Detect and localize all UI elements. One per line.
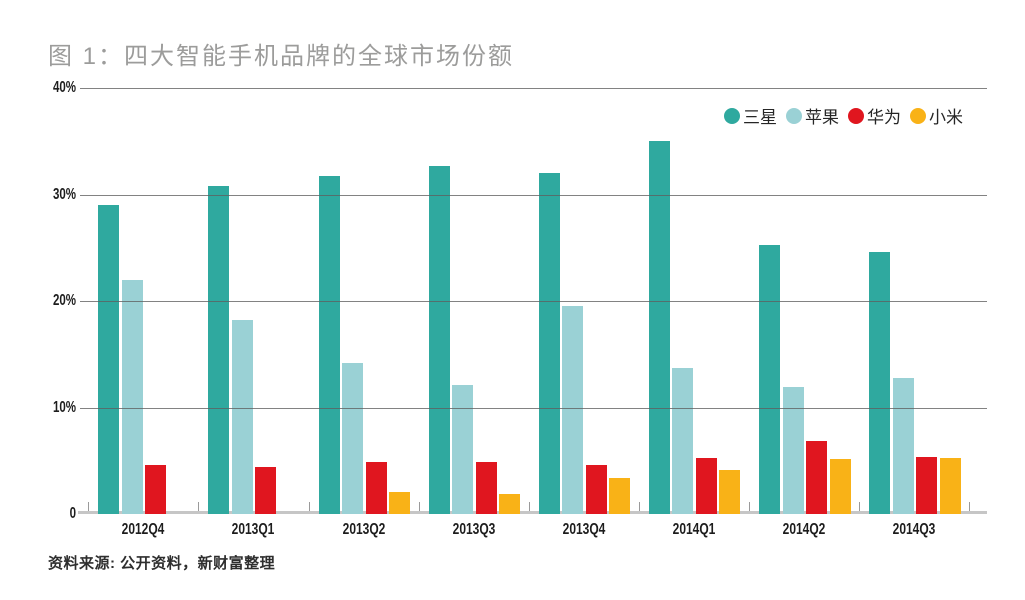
x-axis-tick — [198, 502, 200, 511]
y-tick-label-10%: 10% — [52, 398, 76, 416]
legend-label-samsung: 三星 — [743, 108, 777, 127]
bar-xiaomi-2014Q2 — [829, 458, 851, 514]
bar-group-2013Q1 — [198, 88, 308, 514]
y-tick-label-30%: 30% — [52, 185, 76, 203]
bar-apple-2014Q2 — [782, 387, 804, 514]
bar-xiaomi-2013Q2 — [389, 491, 411, 514]
bar-samsung-2012Q4 — [98, 205, 120, 514]
x-axis-tick — [969, 502, 971, 511]
x-axis-line — [78, 511, 987, 514]
legend-label-xiaomi: 小米 — [929, 108, 963, 127]
bar-apple-2013Q1 — [231, 320, 253, 514]
chart-title: 图 1：四大智能手机品牌的全球市场份额 — [48, 43, 515, 70]
legend-item-samsung: 三星 — [724, 103, 777, 128]
gridline-40% — [80, 88, 987, 89]
x-tick-label-2013Q1: 2013Q1 — [232, 521, 275, 538]
y-tick-label-20%: 20% — [52, 292, 76, 309]
bar-huawei-2014Q1 — [695, 457, 717, 514]
bar-samsung-2014Q2 — [759, 244, 781, 514]
bar-samsung-2014Q1 — [648, 141, 670, 514]
bar-xiaomi-2013Q3 — [499, 493, 521, 514]
legend-dot-huawei — [848, 107, 864, 124]
bar-apple-2013Q2 — [342, 362, 364, 514]
legend-label-huawei: 华为 — [867, 108, 901, 127]
source-note: 资料来源: 公开资料，新财富整理 — [48, 555, 276, 572]
y-tick-label-40%: 40% — [52, 79, 76, 96]
legend-label-apple: 苹果 — [805, 108, 839, 127]
bar-samsung-2014Q3 — [869, 252, 891, 514]
gridline-20% — [80, 301, 987, 302]
x-axis-tick — [638, 502, 640, 511]
bar-group-2014Q1 — [639, 88, 749, 514]
bar-samsung-2013Q3 — [428, 165, 450, 514]
legend-dot-xiaomi — [910, 107, 926, 124]
bar-group-2013Q4 — [529, 88, 639, 514]
bar-apple-2014Q3 — [892, 377, 914, 514]
x-tick-label-2013Q4: 2013Q4 — [562, 521, 606, 538]
bar-huawei-2012Q4 — [145, 465, 167, 514]
x-axis-tick — [859, 502, 861, 511]
bar-group-2014Q2 — [749, 88, 859, 514]
bar-apple-2014Q1 — [672, 368, 694, 514]
bar-group-2013Q2 — [309, 88, 419, 514]
bar-huawei-2013Q2 — [365, 461, 387, 514]
x-tick-label-2014Q1: 2014Q1 — [672, 521, 716, 538]
legend-dot-apple — [786, 107, 802, 124]
gridline-10% — [80, 407, 987, 409]
bar-huawei-2013Q1 — [255, 467, 277, 514]
x-axis-tick — [528, 502, 530, 511]
x-axis-tick — [308, 502, 310, 511]
legend-item-xiaomi: 小米 — [910, 103, 963, 128]
gridline-30% — [80, 194, 987, 196]
bar-huawei-2013Q3 — [475, 461, 497, 514]
legend-item-huawei: 华为 — [848, 103, 901, 128]
bar-group-2012Q4 — [88, 88, 198, 514]
bar-apple-2013Q3 — [452, 385, 474, 514]
x-tick-label-2014Q3: 2014Q3 — [892, 521, 936, 538]
bar-xiaomi-2014Q1 — [719, 470, 741, 514]
x-tick-label-2013Q2: 2013Q2 — [342, 521, 385, 538]
plot-area — [78, 88, 987, 514]
bar-huawei-2014Q2 — [806, 440, 828, 514]
x-axis-tick — [418, 502, 420, 511]
x-axis-tick — [88, 502, 90, 511]
bar-samsung-2013Q2 — [318, 176, 340, 514]
bar-xiaomi-2013Q4 — [609, 477, 631, 514]
x-tick-label-2012Q4: 2012Q4 — [122, 521, 165, 538]
bar-apple-2013Q4 — [562, 306, 584, 514]
bar-samsung-2013Q4 — [538, 173, 560, 514]
x-axis-tick — [749, 502, 751, 511]
bar-samsung-2013Q1 — [208, 185, 230, 514]
x-tick-label-2014Q2: 2014Q2 — [782, 521, 826, 538]
bar-huawei-2014Q3 — [916, 456, 938, 514]
bar-apple-2012Q4 — [121, 279, 143, 514]
legend-dot-samsung — [724, 107, 740, 124]
legend-item-apple: 苹果 — [786, 103, 839, 128]
y-tick-label-0: 0 — [69, 505, 76, 522]
chart-legend: 三星 苹果 华为 小米 — [724, 103, 963, 128]
x-tick-label-2013Q3: 2013Q3 — [452, 521, 496, 538]
bar-huawei-2013Q4 — [585, 465, 607, 514]
bar-group-2013Q3 — [419, 88, 529, 514]
bar-group-2014Q3 — [859, 88, 969, 514]
bar-xiaomi-2014Q3 — [939, 457, 961, 514]
